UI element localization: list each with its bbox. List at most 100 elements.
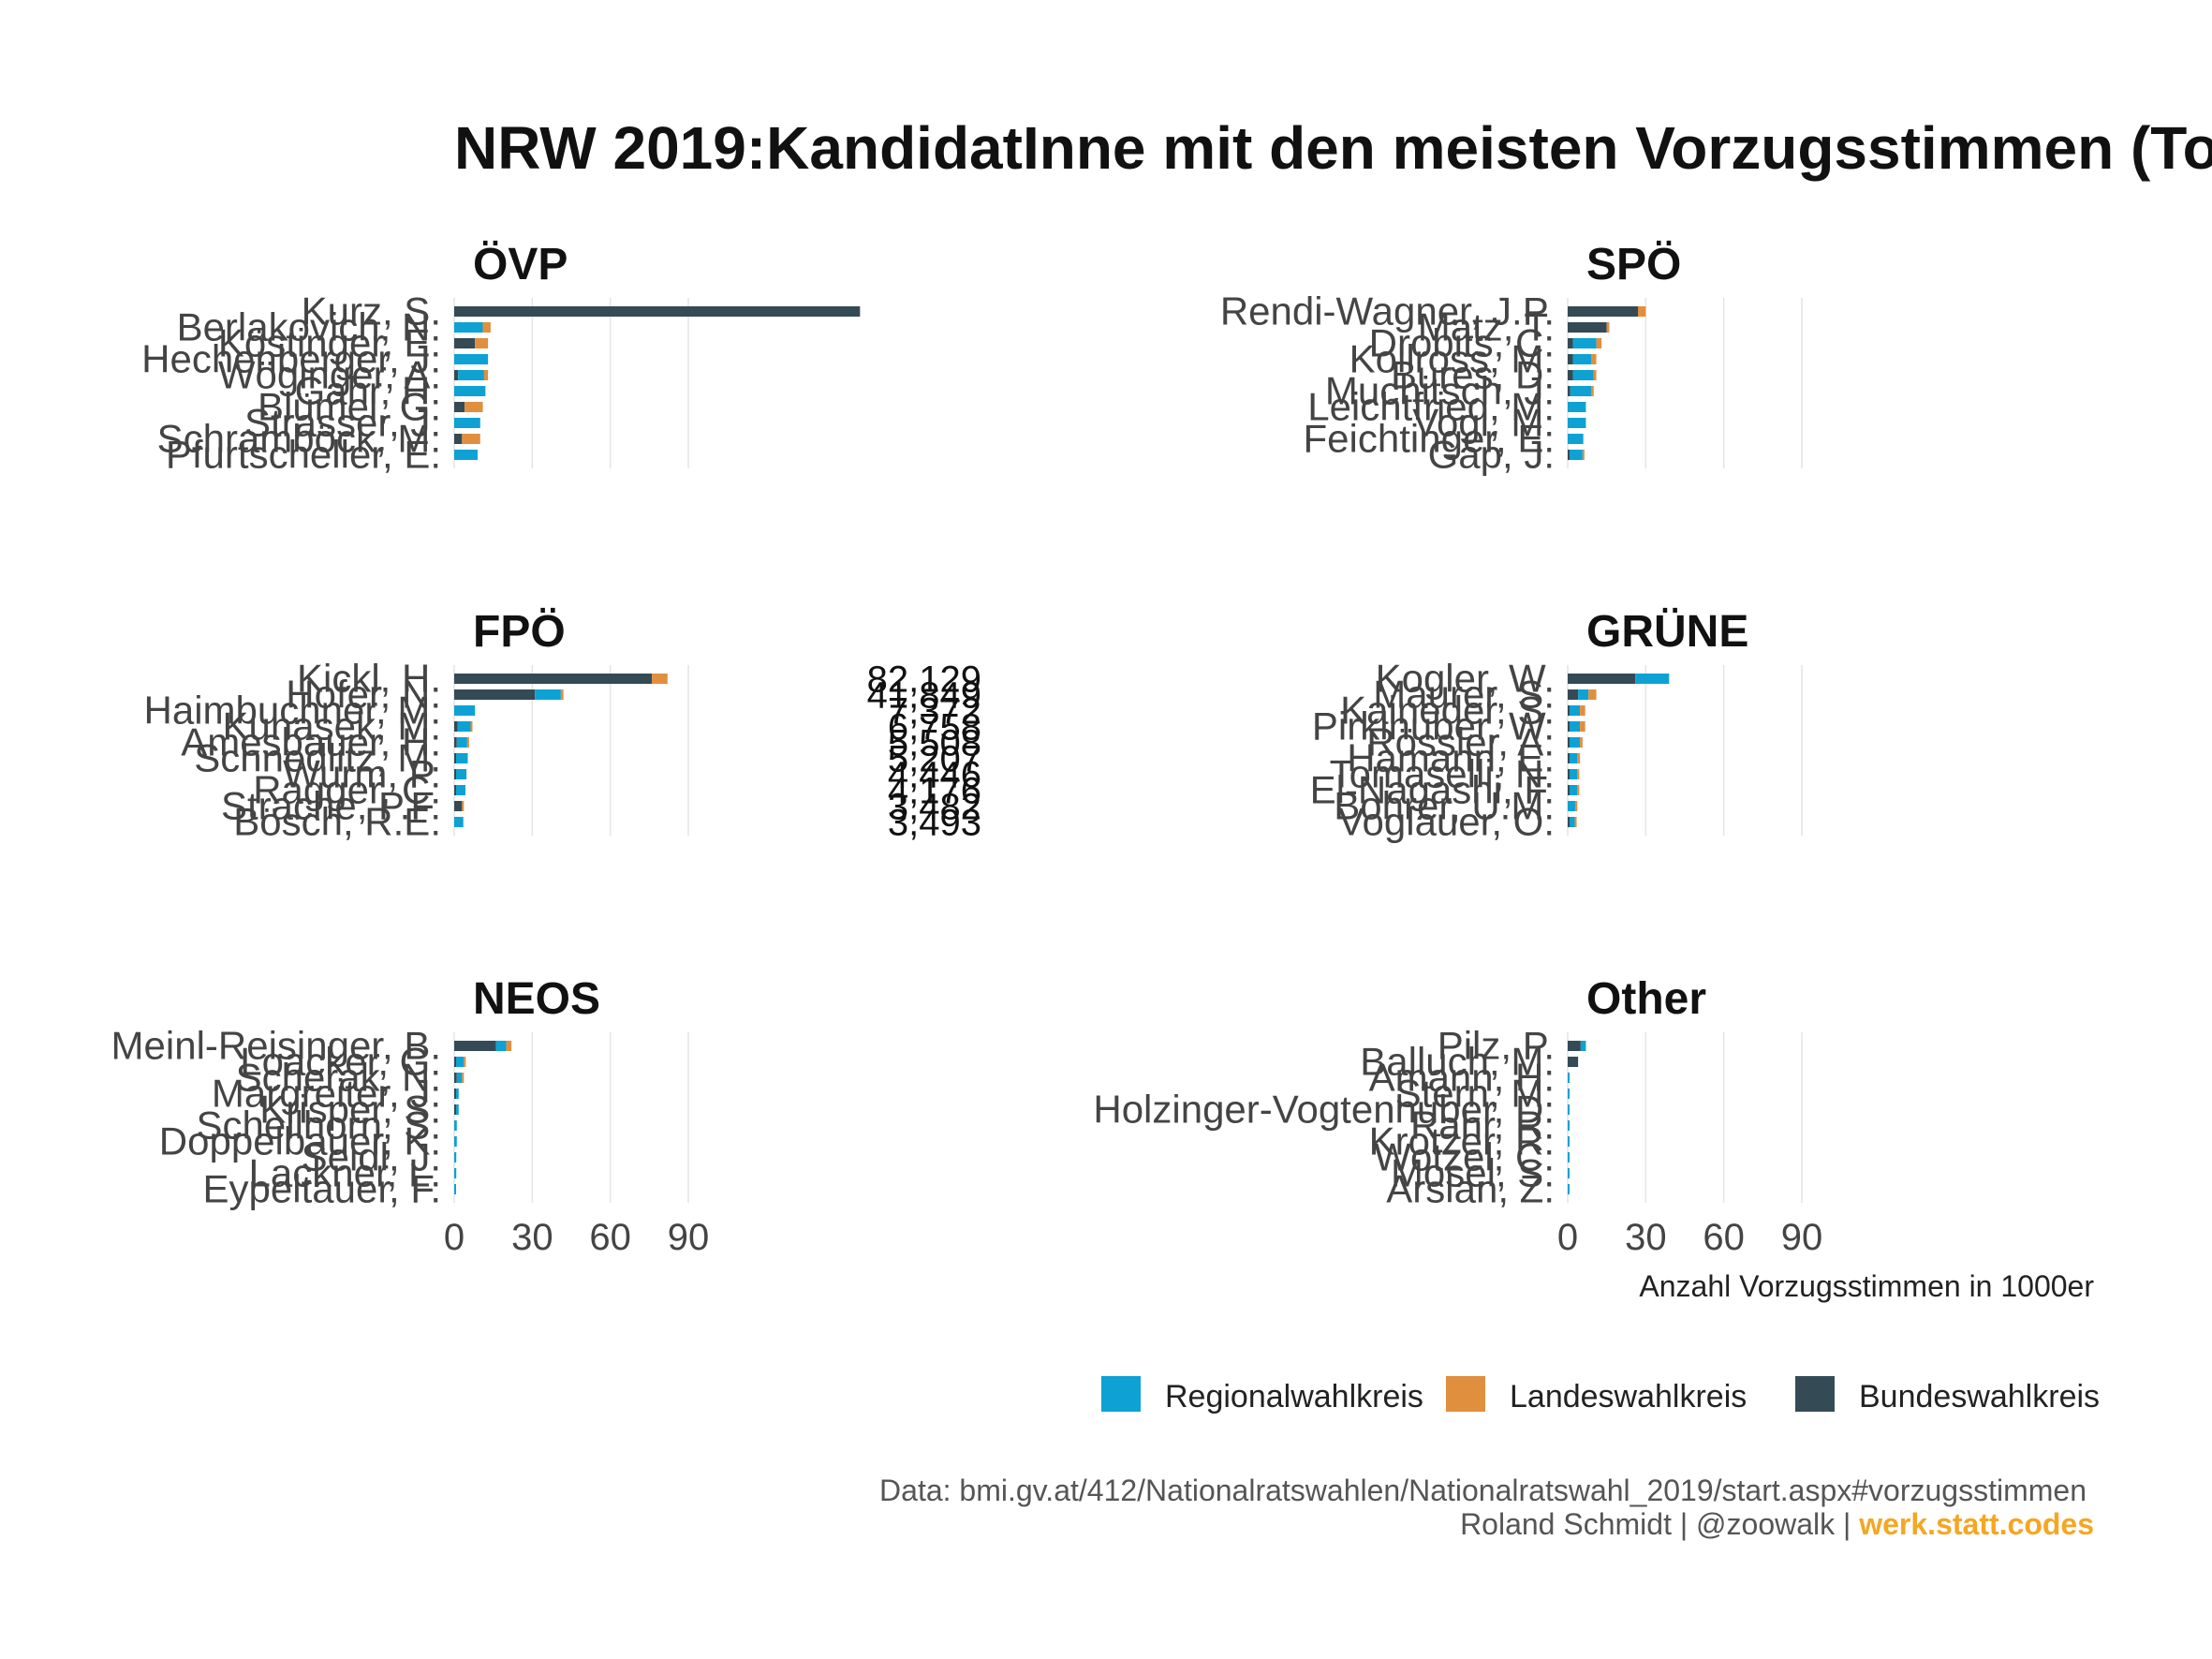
value-label: 82,129 bbox=[867, 659, 981, 701]
bar-landeswahlkreis bbox=[482, 322, 491, 333]
bar-regionalwahlkreis bbox=[454, 450, 478, 460]
bar-regionalwahlkreis bbox=[458, 370, 484, 380]
candidate-label: Seidl, J. bbox=[302, 1135, 441, 1179]
facet-gruene: GRÜNE Kogler, W.Maurer, S.Kaineder, S.Pir… bbox=[1310, 607, 1803, 844]
x-tick-label: 30 bbox=[1625, 1217, 1667, 1258]
candidate-label: Bohrer, U.M. bbox=[1334, 784, 1555, 828]
bar-regionalwahlkreis bbox=[495, 1041, 507, 1051]
bar-regionalwahlkreis bbox=[456, 1104, 459, 1115]
candidate-label: Gap, J. bbox=[1428, 433, 1555, 477]
bar-regionalwahlkreis bbox=[1635, 674, 1670, 684]
candidate-label: Amesbauer, H. bbox=[181, 720, 441, 764]
bar-regionalwahlkreis bbox=[454, 386, 486, 396]
bar-regionalwahlkreis bbox=[1568, 418, 1586, 428]
bar-regionalwahlkreis bbox=[1578, 689, 1589, 700]
bar-landeswahlkreis bbox=[1588, 689, 1597, 700]
bar-bundeswahlkreis bbox=[454, 1104, 456, 1115]
bar-bundeswahlkreis bbox=[1568, 1057, 1579, 1067]
value-label: 5,508 bbox=[888, 723, 981, 764]
bar-bundeswahlkreis bbox=[1568, 817, 1570, 827]
candidate-label: Drobits, C. bbox=[1369, 321, 1555, 365]
bar-regionalwahlkreis bbox=[1570, 769, 1578, 779]
candidate-label: Arslan, Z. bbox=[1386, 1167, 1555, 1211]
bar-landeswahlkreis bbox=[1577, 753, 1581, 763]
legend-label-bundeswahlkreis: Bundeswahlkreis bbox=[1859, 1379, 2100, 1415]
candidate-label: Strasser, J. bbox=[244, 401, 441, 445]
bar-regionalwahlkreis bbox=[1570, 817, 1575, 827]
bar-bundeswahlkreis bbox=[454, 689, 536, 700]
bar-bundeswahlkreis bbox=[1568, 322, 1607, 333]
bar-regionalwahlkreis bbox=[1572, 338, 1597, 348]
bar-landeswahlkreis bbox=[465, 402, 483, 412]
candidate-label: Margreiter, J. bbox=[212, 1072, 441, 1116]
bar-bundeswahlkreis bbox=[1568, 370, 1573, 380]
candidate-label: Scherak, N. bbox=[236, 1056, 441, 1100]
facet-title: FPÖ bbox=[473, 607, 566, 657]
bar-landeswahlkreis bbox=[1582, 450, 1585, 460]
bar-regionalwahlkreis bbox=[1570, 386, 1591, 396]
candidate-label: Tomaselli, N. bbox=[1330, 752, 1555, 796]
bar-regionalwahlkreis bbox=[1568, 1152, 1570, 1163]
bar-bundeswahlkreis bbox=[454, 434, 463, 444]
candidate-label: Leichtfried, M. bbox=[1307, 385, 1555, 429]
candidate-label: Blümel, G. bbox=[258, 385, 441, 429]
value-label: 4,176 bbox=[888, 771, 981, 812]
candidate-label: Loacker, G. bbox=[240, 1040, 441, 1084]
bar-bundeswahlkreis bbox=[1568, 769, 1570, 779]
candidate-label: Berlakovich, N. bbox=[177, 305, 441, 349]
bar-regionalwahlkreis bbox=[1570, 737, 1581, 748]
candidate-label: Gahr, H. bbox=[295, 369, 441, 413]
candidate-label: Kollross, M. bbox=[1349, 337, 1555, 381]
bar-landeswahlkreis bbox=[506, 1041, 512, 1051]
candidate-label: Lackner, L. bbox=[249, 1151, 441, 1195]
candidate-label: Rahr, R. bbox=[1410, 1104, 1555, 1148]
candidate-label: Kaineder, S. bbox=[1340, 689, 1555, 733]
bar-regionalwahlkreis bbox=[454, 1120, 457, 1131]
bar-regionalwahlkreis bbox=[456, 769, 467, 779]
bar-regionalwahlkreis bbox=[1572, 354, 1591, 364]
bar-landeswahlkreis bbox=[1593, 370, 1597, 380]
bar-regionalwahlkreis bbox=[1570, 705, 1581, 716]
candidate-label: Schnedlitz, M. bbox=[194, 736, 441, 780]
candidate-label: Haimbuchner, M. bbox=[144, 689, 441, 733]
facet-title: GRÜNE bbox=[1586, 607, 1748, 657]
bar-bundeswahlkreis bbox=[454, 1041, 496, 1051]
bar-landeswahlkreis bbox=[1606, 322, 1610, 333]
bar-bundeswahlkreis bbox=[454, 769, 456, 779]
candidate-label: Wotzel, C. bbox=[1374, 1135, 1555, 1179]
caption-brand: werk.statt.codes bbox=[1858, 1507, 2094, 1541]
legend-label-regionalwahlkreis: Regionalwahlkreis bbox=[1165, 1379, 1423, 1415]
bar-regionalwahlkreis bbox=[1568, 1104, 1570, 1115]
x-tick-label: 0 bbox=[444, 1217, 465, 1258]
candidate-label: Bösch, R.E. bbox=[233, 800, 441, 844]
value-label: 6,758 bbox=[888, 707, 981, 748]
candidate-label: Pirklhuber, W. bbox=[1312, 704, 1555, 748]
facet-spoe: SPÖ Rendi-Wagner, J.P.Matz, T.Drobits, C.… bbox=[1220, 240, 1803, 477]
facet-title: NEOS bbox=[473, 974, 600, 1024]
candidate-label: Hamann, E. bbox=[1347, 736, 1555, 780]
candidate-label: Rössler, A. bbox=[1366, 720, 1555, 764]
bar-landeswahlkreis bbox=[1591, 354, 1597, 364]
candidate-label: Doppelbauer, K. bbox=[159, 1119, 441, 1163]
candidate-label: Eypeltauer, F. bbox=[203, 1167, 441, 1211]
bar-regionalwahlkreis bbox=[456, 1057, 465, 1067]
candidate-label: Krotzer, R. bbox=[1369, 1119, 1555, 1163]
bar-regionalwahlkreis bbox=[454, 817, 464, 827]
candidate-label: Kogler, W. bbox=[1376, 657, 1555, 701]
x-tick-label: 60 bbox=[1703, 1217, 1745, 1258]
bar-bundeswahlkreis bbox=[454, 1073, 457, 1083]
bar-regionalwahlkreis bbox=[456, 785, 465, 795]
bar-bundeswahlkreis bbox=[454, 737, 457, 748]
candidate-label: Strache, P.F. bbox=[221, 784, 441, 828]
x-tick-label: 30 bbox=[511, 1217, 553, 1258]
candidate-label: Kunasek, M. bbox=[223, 704, 441, 748]
bar-bundeswahlkreis bbox=[1568, 338, 1573, 348]
bar-regionalwahlkreis bbox=[1568, 434, 1584, 444]
bar-landeswahlkreis bbox=[1575, 801, 1578, 811]
facet-fpoe: FPÖ Kickl, H.Hofer, N.Haimbuchner, M.Kuna… bbox=[144, 607, 981, 844]
bar-bundeswahlkreis bbox=[454, 753, 456, 763]
bar-regionalwahlkreis bbox=[1568, 402, 1586, 412]
bar-regionalwahlkreis bbox=[1572, 370, 1594, 380]
bar-bundeswahlkreis bbox=[454, 338, 476, 348]
